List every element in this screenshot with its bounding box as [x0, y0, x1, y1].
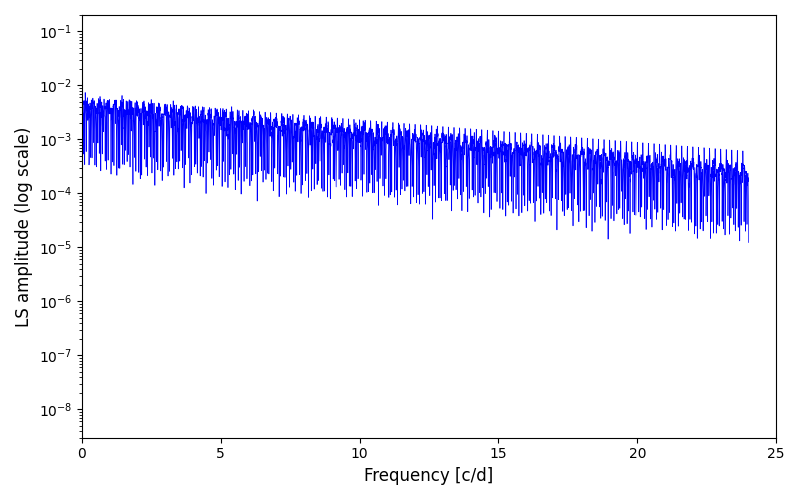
Y-axis label: LS amplitude (log scale): LS amplitude (log scale)	[15, 126, 33, 326]
X-axis label: Frequency [c/d]: Frequency [c/d]	[364, 467, 494, 485]
